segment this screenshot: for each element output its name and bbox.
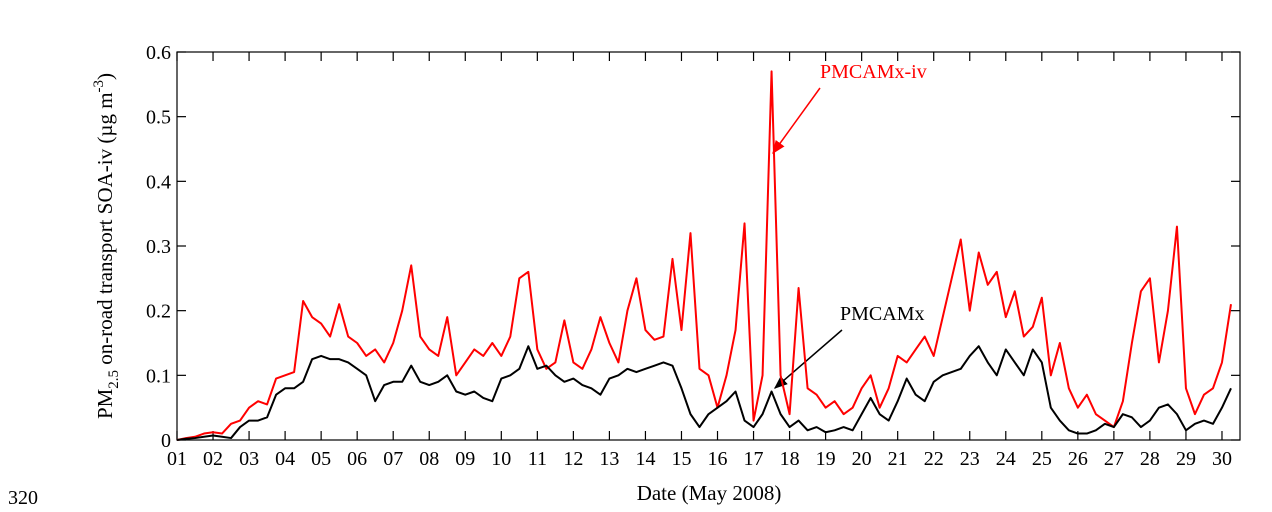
plot-frame bbox=[176, 51, 1241, 441]
y-label-part: on-road transport SOA-iv (µg m bbox=[93, 92, 117, 369]
y-tick-label: 0.2 bbox=[146, 301, 171, 323]
x-tick-label: 02 bbox=[203, 448, 223, 470]
x-tick-label: 07 bbox=[383, 448, 403, 470]
y-tick-label: 0 bbox=[161, 430, 171, 452]
x-tick-label: 21 bbox=[888, 448, 908, 470]
y-tick-label: 0.3 bbox=[146, 236, 171, 258]
x-tick-label: 20 bbox=[852, 448, 872, 470]
y-tick-label: 0.1 bbox=[146, 365, 171, 387]
x-tick-label: 27 bbox=[1104, 448, 1124, 470]
annotation: PMCAMx bbox=[840, 303, 924, 325]
x-tick-label: 15 bbox=[671, 448, 691, 470]
x-tick-label: 22 bbox=[924, 448, 944, 470]
data-line bbox=[176, 345, 1232, 441]
y-label-part: PM bbox=[93, 388, 117, 419]
x-tick-label: 17 bbox=[744, 448, 764, 470]
x-tick-label: 14 bbox=[635, 448, 655, 470]
y-axis-label: PM2.5 on-road transport SOA-iv (µg m-3) bbox=[91, 73, 122, 419]
x-tick-label: 28 bbox=[1140, 448, 1160, 470]
annotation-arrow bbox=[772, 87, 821, 155]
x-tick-label: 01 bbox=[167, 448, 187, 470]
x-tick-label: 26 bbox=[1068, 448, 1088, 470]
annotation: PMCAMx-iv bbox=[820, 61, 927, 83]
x-tick-label: 11 bbox=[528, 448, 547, 470]
x-tick-label: 06 bbox=[347, 448, 367, 470]
x-tick-label: 24 bbox=[996, 448, 1016, 470]
y-label-part: ) bbox=[93, 73, 117, 80]
y-label-sup: -3 bbox=[91, 80, 107, 93]
x-tick-label: 29 bbox=[1176, 448, 1196, 470]
annotation-arrow bbox=[773, 329, 843, 389]
x-tick-label: 04 bbox=[275, 448, 295, 470]
data-line bbox=[176, 70, 1232, 441]
x-tick-label: 10 bbox=[491, 448, 511, 470]
x-tick-label: 16 bbox=[708, 448, 728, 470]
y-label-sub: 2.5 bbox=[106, 370, 122, 389]
x-tick-label: 03 bbox=[239, 448, 259, 470]
x-tick-label: 23 bbox=[960, 448, 980, 470]
x-tick-label: 09 bbox=[455, 448, 475, 470]
x-axis-label: Date (May 2008) bbox=[637, 481, 782, 505]
x-tick-label: 18 bbox=[780, 448, 800, 470]
page-number: 320 bbox=[8, 487, 38, 509]
x-tick-label: 25 bbox=[1032, 448, 1052, 470]
x-tick-label: 19 bbox=[816, 448, 836, 470]
x-tick-label: 13 bbox=[599, 448, 619, 470]
x-tick-label: 12 bbox=[563, 448, 583, 470]
x-tick-label: 05 bbox=[311, 448, 331, 470]
y-tick-label: 0.5 bbox=[146, 107, 171, 129]
y-tick-label: 0.4 bbox=[146, 171, 171, 193]
y-tick-label: 0.6 bbox=[146, 42, 171, 64]
x-tick-label: 08 bbox=[419, 448, 439, 470]
x-tick-label: 30 bbox=[1212, 448, 1232, 470]
